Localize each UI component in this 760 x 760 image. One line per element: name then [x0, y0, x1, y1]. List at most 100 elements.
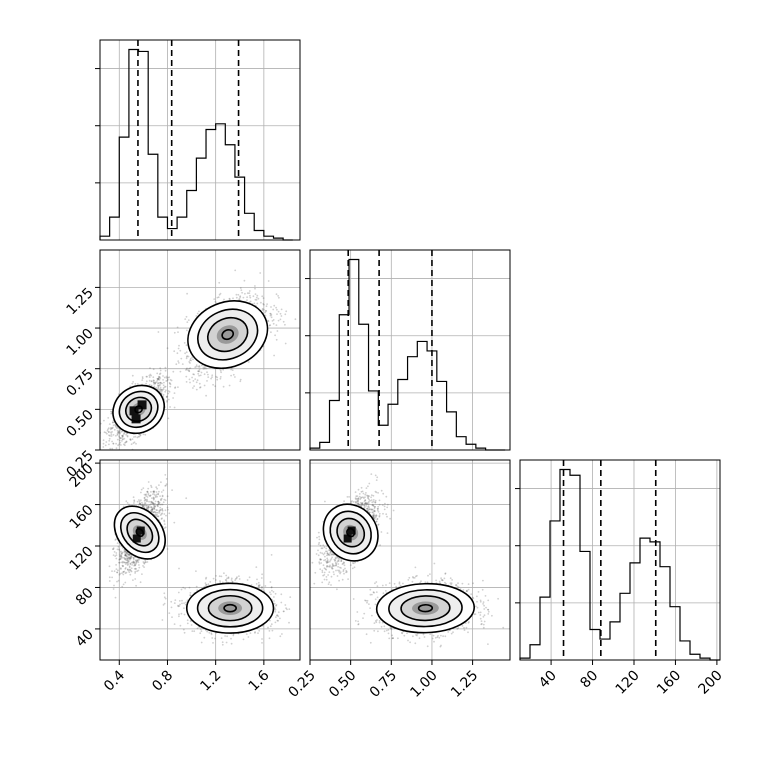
sample-point — [125, 557, 128, 559]
sample-point — [158, 378, 161, 381]
sample-point — [150, 509, 153, 511]
sample-point — [114, 596, 117, 599]
sample-point — [140, 491, 142, 494]
sample-point — [267, 280, 270, 282]
sample-point — [138, 566, 141, 569]
sample-point — [118, 439, 121, 442]
sample-point — [146, 490, 149, 493]
sample-point — [163, 520, 166, 523]
sample-point — [267, 319, 269, 322]
sample-point — [181, 363, 184, 365]
sample-point — [232, 297, 234, 300]
sample-point — [153, 503, 156, 506]
sample-point — [136, 436, 139, 439]
sample-point — [121, 438, 124, 440]
sample-point — [173, 392, 176, 394]
sample-point — [118, 573, 121, 576]
sample-point — [147, 506, 150, 509]
sample-point — [160, 503, 163, 506]
sample-point — [143, 562, 146, 565]
sample-point — [198, 365, 201, 367]
sample-point — [156, 377, 159, 380]
sample-point — [260, 301, 262, 304]
sample-point — [216, 296, 219, 299]
sample-point — [212, 642, 214, 644]
sample-point — [174, 599, 177, 601]
sample-point — [241, 291, 244, 294]
sample-point — [109, 428, 112, 431]
sample-point — [122, 434, 124, 437]
sample-point — [118, 436, 121, 439]
sample-point — [194, 378, 197, 380]
sample-point — [139, 434, 142, 437]
sample-point — [153, 493, 156, 496]
sample-point — [165, 380, 168, 382]
sample-point — [151, 502, 154, 504]
sample-point — [199, 386, 201, 389]
sample-point — [191, 376, 194, 379]
sample-point — [132, 381, 135, 383]
sample-point — [216, 378, 219, 381]
sample-point — [256, 302, 259, 305]
sample-point — [164, 369, 167, 372]
sample-point — [157, 493, 160, 496]
sample-point — [115, 538, 117, 540]
sample-point — [124, 553, 127, 556]
sample-point — [145, 382, 148, 385]
sample-point — [120, 557, 122, 560]
sample-point — [142, 433, 145, 436]
sample-point — [133, 563, 136, 566]
sample-point — [138, 500, 141, 503]
sample-point — [110, 433, 113, 435]
sample-point — [262, 297, 265, 299]
sample-point — [127, 569, 130, 572]
sample-point — [107, 428, 109, 431]
sample-point — [137, 435, 140, 438]
sample-point — [146, 496, 149, 498]
sample-point — [164, 390, 167, 393]
sample-point — [254, 287, 256, 290]
sample-point — [163, 596, 166, 599]
sample-point — [122, 565, 124, 567]
sample-point — [234, 376, 236, 378]
sample-point — [151, 508, 154, 511]
sample-point — [111, 570, 113, 572]
sample-point — [164, 385, 167, 388]
sample-point — [152, 376, 155, 379]
sample-point — [108, 443, 110, 446]
sample-point — [186, 329, 188, 332]
sample-point — [132, 556, 135, 559]
sample-point — [184, 318, 187, 320]
sample-point — [153, 385, 156, 388]
sample-point — [157, 503, 159, 506]
sample-point — [126, 562, 129, 564]
sample-point — [133, 568, 136, 570]
sample-point — [111, 421, 114, 424]
sample-point — [108, 437, 111, 440]
sample-point — [157, 492, 160, 495]
sample-point — [119, 555, 121, 558]
sample-point — [139, 503, 142, 506]
sample-point — [136, 500, 139, 503]
contour-1-0 — [187, 300, 269, 370]
sample-point — [123, 549, 126, 551]
sample-point — [151, 508, 154, 511]
sample-point — [151, 508, 154, 511]
sample-point — [184, 352, 187, 355]
sample-point — [127, 553, 129, 556]
sample-point — [116, 548, 119, 551]
sample-point — [186, 367, 188, 370]
sample-point — [193, 385, 196, 387]
sample-point — [126, 432, 128, 435]
sample-point — [143, 566, 146, 568]
sample-point — [123, 432, 126, 435]
sample-point — [157, 385, 160, 387]
sample-point — [130, 555, 132, 558]
sample-point — [158, 376, 161, 378]
sample-point — [116, 427, 118, 430]
sample-point — [253, 302, 256, 305]
sample-point — [117, 431, 119, 434]
sample-point — [141, 501, 143, 504]
sample-point — [143, 497, 146, 499]
sample-point — [141, 504, 144, 507]
